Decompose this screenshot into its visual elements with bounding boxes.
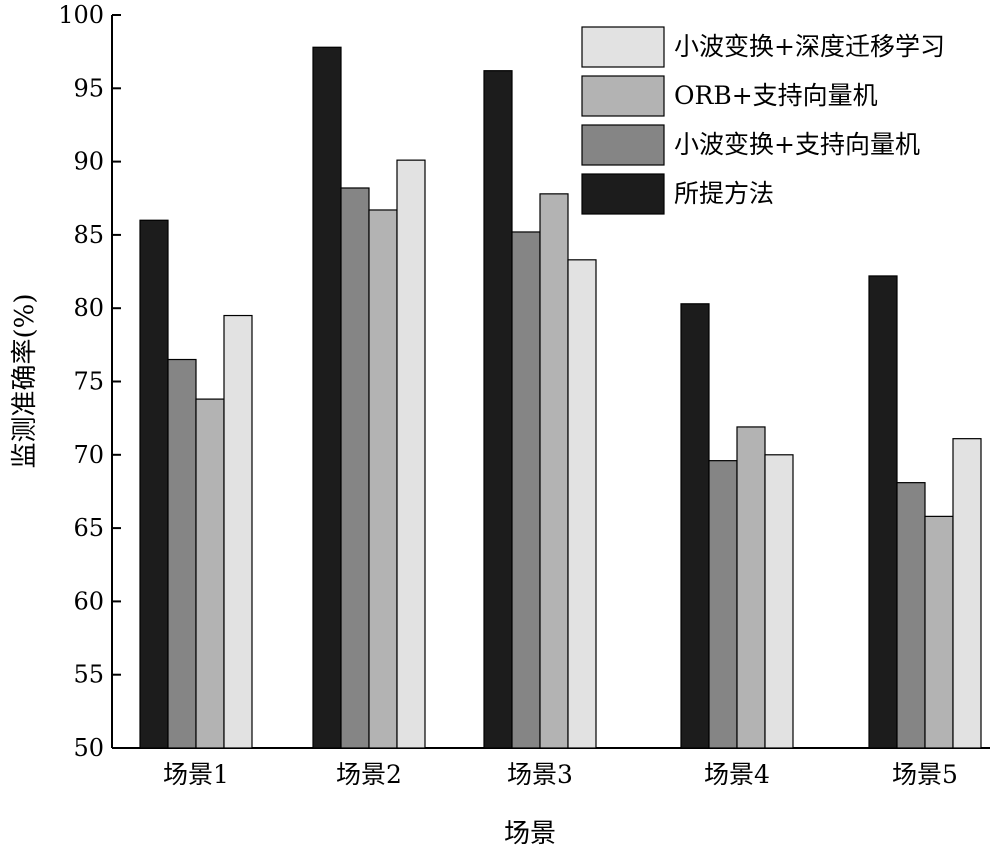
- legend-label: 小波变换+支持向量机: [674, 130, 920, 159]
- y-tick-label: 60: [73, 587, 104, 615]
- bar: [139, 219, 169, 749]
- y-tick-label: 100: [58, 1, 104, 29]
- bar: [924, 515, 954, 749]
- bar: [708, 460, 738, 749]
- x-tick-label: 场景1: [163, 760, 229, 789]
- bar: [483, 70, 513, 749]
- y-tick-label: 65: [73, 514, 104, 542]
- y-axis-title: 监测准确率(%): [10, 294, 40, 469]
- bar: [567, 259, 597, 749]
- bar: [539, 193, 569, 749]
- y-tick-label: 55: [73, 661, 104, 689]
- bar: [896, 482, 926, 749]
- x-axis-title: 场景: [504, 819, 556, 849]
- y-tick-label: 70: [73, 441, 104, 469]
- bar: [868, 275, 898, 749]
- legend-swatch: [581, 75, 665, 117]
- legend-swatch: [581, 173, 665, 215]
- bar: [312, 46, 342, 749]
- legend-swatch: [581, 26, 665, 68]
- x-tick-label: 场景5: [892, 760, 958, 789]
- bars: [139, 46, 982, 749]
- bar: [340, 187, 370, 749]
- legend-label: 小波变换+深度迁移学习: [674, 32, 945, 61]
- legend-label: ORB+支持向量机: [674, 81, 878, 110]
- bar: [952, 438, 982, 749]
- y-tick-label: 75: [73, 368, 104, 396]
- y-tick-label: 50: [73, 734, 104, 762]
- bar: [167, 358, 197, 749]
- bar: [764, 454, 794, 749]
- bar: [511, 231, 541, 749]
- y-tick-label: 90: [73, 148, 104, 176]
- legend-swatch: [581, 124, 665, 166]
- bar: [736, 426, 766, 749]
- bar: [195, 398, 225, 749]
- y-tick-label: 80: [73, 294, 104, 322]
- legend-label: 所提方法: [674, 179, 774, 208]
- bar: [368, 209, 398, 749]
- x-tick-label: 场景4: [704, 760, 770, 789]
- x-tick-label: 场景3: [507, 760, 573, 789]
- bar: [396, 159, 426, 749]
- y-tick-label: 95: [73, 74, 104, 102]
- bar: [223, 314, 253, 749]
- x-tick-label: 场景2: [336, 760, 402, 789]
- labels: 50 55 60 65 70 75 80 85 90 95 100 场景1 场景2 场景3 场景4 场景5 场景…: [10, 1, 958, 849]
- bar: [680, 303, 710, 749]
- y-tick-label: 85: [73, 221, 104, 249]
